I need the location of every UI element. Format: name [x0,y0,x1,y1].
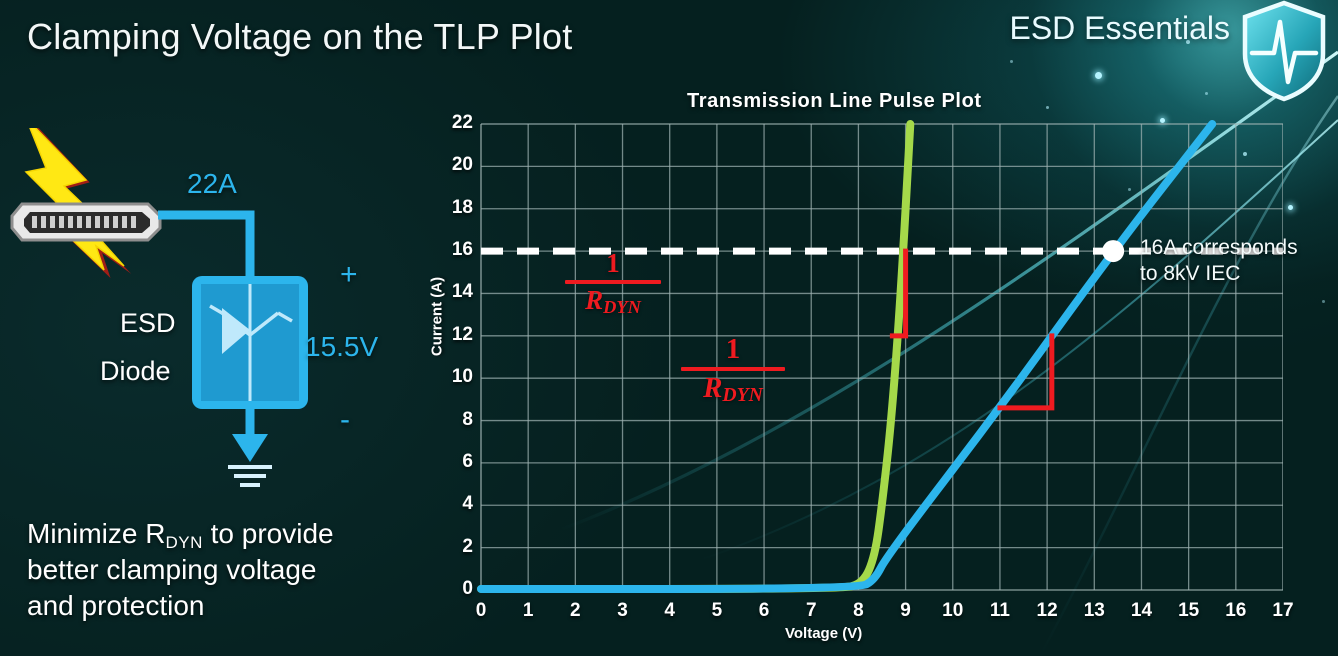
data-markers [1102,240,1125,263]
polarity-minus-label: - [340,403,350,436]
x-tick-label: 5 [711,600,723,621]
slope-denominator-base: R [585,285,604,315]
brand-label: ESD Essentials [1009,10,1230,46]
particle-dot [1010,60,1013,63]
y-tick-label: 6 [462,450,473,472]
iec-callout-note: 16A corresponds to 8kV IEC [1140,235,1298,286]
caption-line1-post: to provide [202,518,334,549]
y-tick-label: 22 [451,112,473,133]
y-tick-label: 10 [451,366,473,388]
lightning-bolt-icon [24,113,132,279]
x-tick-label: 0 [475,600,487,621]
x-tick-label: 6 [758,600,770,621]
slope-numerator: 1 [606,248,620,278]
slope-triangles [889,248,1055,411]
fraction-bar [565,280,661,284]
y-tick-label: 14 [451,281,473,303]
polarity-plus-label: + [340,258,358,291]
slope-label-low-rdyn: 1 RDYN [565,248,661,318]
surge-current-label: 22A [187,168,237,199]
x-tick-label: 10 [942,600,964,621]
slope-denominator-sub: DYN [603,297,641,318]
particle-dot [1095,72,1102,79]
caption-line2: better clamping voltage [27,553,317,585]
slope-denominator-sub: DYN [722,384,763,407]
x-tick-label: 1 [522,600,534,621]
slope-label-high-rdyn: 1 RDYN [681,333,785,407]
x-tick-label: 12 [1036,600,1058,621]
clamp-voltage-label: 15.5V [305,331,379,362]
ground-symbol-icon [228,409,272,487]
chart-title: Transmission Line Pulse Plot [687,90,982,112]
x-tick-label: 14 [1130,600,1153,621]
x-tick-label: 2 [570,600,581,621]
x-axis-label: Voltage (V) [785,625,863,642]
circuit-wiring [158,210,255,276]
x-tick-label: 16 [1225,600,1247,621]
y-tick-label: 12 [451,323,473,345]
shield-heartbeat-icon [1242,0,1326,102]
slope-denominator-base: R [703,372,723,404]
slope-numerator: 1 [725,333,741,365]
esd-label: ESD [120,308,176,338]
y-tick-label: 16 [451,239,473,261]
hdmi-connector-icon [10,202,162,242]
x-tick-label: 4 [664,600,675,621]
plot-area [477,120,1283,593]
slope-denominator: RDYN [681,372,785,407]
diode-label: Diode [100,356,171,386]
esd-protection-diagram: ESD Diode 22A 15.5V + - [0,113,420,508]
x-tick-label: 9 [900,600,911,621]
caption-line3: and protection [27,589,205,621]
y-tick-label: 20 [451,154,473,176]
x-tick-label: 17 [1272,600,1294,621]
y-tick-label: 18 [451,196,473,218]
slope-denominator: RDYN [565,285,661,318]
tvs-diode-icon [192,276,308,409]
tlp-chart: Transmission Line Pulse Plot Current (A)… [415,88,1338,656]
x-tick-label: 8 [853,600,864,621]
x-tick-label: 15 [1178,600,1200,621]
callout-line1: 16A corresponds [1140,236,1298,259]
y-tick-label: 4 [462,493,473,515]
x-tick-label: 3 [617,600,628,621]
y-tick-label: 0 [462,578,473,599]
curve-series [477,120,1217,593]
x-tick-label: 7 [805,600,817,621]
fraction-bar [681,367,785,371]
callout-line2: to 8kV IEC [1140,261,1241,285]
y-tick-label: 2 [462,535,473,557]
x-tick-label: 11 [989,600,1010,621]
x-tick-label: 13 [1083,600,1105,621]
y-tick-label: 8 [462,408,473,430]
caption-line1-sub: DYN [165,533,203,552]
page-title: Clamping Voltage on the TLP Plot [27,16,573,57]
caption-text: Minimize RDYN to provide better clamping… [27,516,427,623]
caption-line1-pre: Minimize R [27,518,166,549]
